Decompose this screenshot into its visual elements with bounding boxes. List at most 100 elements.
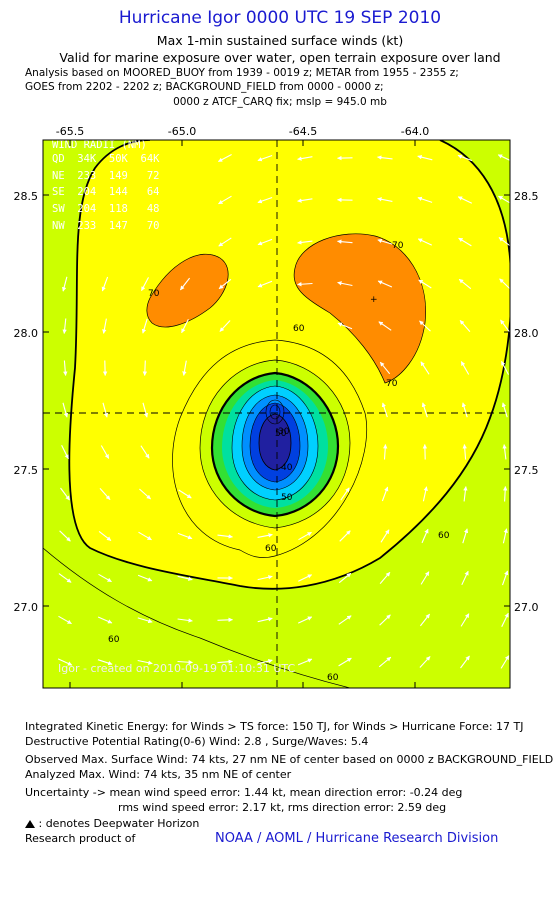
wind-vector-arrow	[141, 277, 149, 291]
wind-vector-arrow	[137, 659, 153, 665]
wind-vector-arrow	[501, 570, 509, 586]
wind-vector-arrow	[338, 615, 352, 625]
wind-vector-arrow	[58, 573, 72, 583]
wind-vector-arrow	[462, 528, 469, 544]
wind-vector-arrow	[297, 240, 313, 245]
wind-vector-arrow	[339, 530, 351, 542]
lat-tick-right-4: 27.0	[514, 601, 539, 614]
wind-vector-arrow	[417, 155, 433, 161]
lat-tick-right-3: 27.5	[514, 464, 539, 477]
wind-vector-arrow	[460, 361, 470, 375]
wind-vector-arrow	[102, 318, 107, 334]
contour-60-main	[68, 140, 510, 590]
uncertainty-text-2: rms wind speed error: 2.17 kt, rms direc…	[118, 801, 447, 814]
wind-vector-arrow	[383, 444, 388, 460]
wind-vector-arrow	[59, 530, 71, 542]
wind-vector-arrow	[298, 574, 313, 582]
analysis-fix: 0000 z ATCF_CARQ fix; mslp = 945.0 mb	[173, 96, 387, 108]
wind-radii-header: WIND RADII (NM)	[52, 139, 147, 151]
wind-vector-arrow	[98, 530, 112, 542]
wind-vector-arrow	[381, 486, 389, 502]
contour-label-60-southeast: 60	[327, 673, 339, 683]
wind-vector-arrow	[60, 487, 70, 501]
wind-vector-arrow	[177, 575, 193, 581]
wind-vector-arrow	[377, 155, 393, 160]
wind-vector-arrow	[297, 658, 313, 666]
wind-vector-arrow	[257, 617, 273, 623]
wind-vector-arrow	[377, 238, 393, 245]
ike-text: Integrated Kinetic Energy: for Winds > T…	[25, 720, 524, 733]
wind-vector-arrow	[62, 402, 69, 418]
wind-field: + 70 70 70 60 60 60 60 50 50 40 30 60 WI…	[43, 139, 510, 688]
dpr-text: Destructive Potential Rating(0-6) Wind: …	[25, 735, 369, 748]
wind-vector-arrow	[217, 617, 233, 623]
lat-tick-left-1: 28.5	[14, 190, 39, 203]
wind-vector-arrow	[502, 486, 508, 502]
wind-vector-arrow	[62, 318, 67, 334]
noaa-credit-link[interactable]: NOAA / AOML / Hurricane Research Divisio…	[215, 831, 499, 846]
wind-vector-arrow	[379, 571, 391, 585]
wind-vector-arrow	[419, 613, 431, 627]
wind-radii-columns: QD 34K 50K 64K	[52, 153, 160, 165]
wind-vector-arrow	[338, 657, 352, 667]
wind-vector-arrow	[457, 196, 473, 204]
wind-vector-arrow	[458, 237, 472, 247]
uncertainty-text-1: Uncertainty -> mean wind speed error: 1.…	[25, 786, 463, 799]
wind-vector-arrow	[142, 360, 148, 376]
wind-vector-arrow	[182, 360, 187, 376]
wind-vectors	[57, 154, 510, 669]
wind-radii-row-se: SE 204 144 64	[52, 186, 159, 198]
wind-vector-arrow	[337, 281, 353, 287]
wind-vector-arrow	[421, 402, 428, 418]
contour-label-60-southwest: 60	[108, 635, 120, 645]
wind-radii-table: WIND RADII (NM) QD 34K 50K 64K NE 233 14…	[52, 139, 160, 232]
lat-tick-left-3: 27.5	[14, 464, 39, 477]
contour-label-30: 30	[278, 427, 290, 437]
wind-vector-arrow	[501, 612, 509, 627]
wind-vector-arrow	[219, 320, 231, 332]
wind-vector-arrow	[138, 531, 152, 541]
contour-label-60-east: 60	[438, 531, 450, 541]
wind-radii-row-ne: NE 233 149 72	[52, 170, 159, 182]
wind-vector-arrow	[422, 486, 428, 502]
wind-vector-arrow	[499, 278, 510, 290]
deepwater-legend: : denotes Deepwater Horizon	[25, 817, 199, 830]
analysis-sources-1: Analysis based on MOORED_BUOY from 1939 …	[25, 67, 459, 79]
wind-vector-arrow	[58, 615, 72, 625]
wind-vector-arrow	[102, 402, 109, 418]
lon-tick-top-2: -65.0	[168, 125, 196, 138]
wind-vector-arrow	[257, 533, 273, 538]
wind-vector-arrow	[177, 618, 193, 623]
wind-vector-arrow	[97, 616, 113, 624]
contour-60-inner	[172, 339, 367, 558]
wind-vector-arrow	[61, 276, 68, 292]
subtitle-max-winds: Max 1-min sustained surface winds (kt)	[156, 33, 404, 48]
wind-vector-arrow	[417, 238, 433, 246]
wind-vector-arrow	[459, 320, 471, 332]
wind-vector-arrow	[217, 534, 233, 539]
max-wind-marker: +	[370, 295, 378, 305]
page-title: Hurricane Igor 0000 UTC 19 SEP 2010	[118, 8, 442, 28]
platform-icon	[25, 820, 35, 828]
research-label: Research product of	[25, 832, 136, 845]
wind-vector-arrow	[379, 614, 391, 626]
wind-vector-arrow	[257, 575, 273, 581]
wind-vector-arrow	[177, 532, 193, 540]
wind-vector-arrow	[418, 279, 432, 289]
wind-vector-arrow	[501, 361, 509, 375]
wind-map: + 70 70 70 60 60 60 60 50 50 40 30 60 WI…	[14, 125, 539, 698]
wind-vector-arrow	[421, 528, 429, 544]
wind-vector-arrow	[338, 572, 352, 584]
lat-tick-right-2: 28.0	[514, 327, 539, 340]
wind-vector-arrow	[419, 320, 431, 332]
contour-label-50-south: 50	[281, 493, 293, 503]
wind-vector-arrow	[462, 444, 467, 460]
analyzed-max-text: Analyzed Max. Wind: 74 kts, 35 nm NE of …	[25, 768, 292, 781]
wind-vector-arrow	[257, 659, 273, 665]
lat-tick-left-4: 27.0	[14, 601, 39, 614]
wind-vector-arrow	[498, 195, 510, 204]
wind-vector-arrow	[137, 617, 153, 624]
map-frame	[42, 139, 511, 689]
wind-vector-arrow	[61, 445, 69, 460]
wind-vector-arrow	[340, 487, 350, 501]
